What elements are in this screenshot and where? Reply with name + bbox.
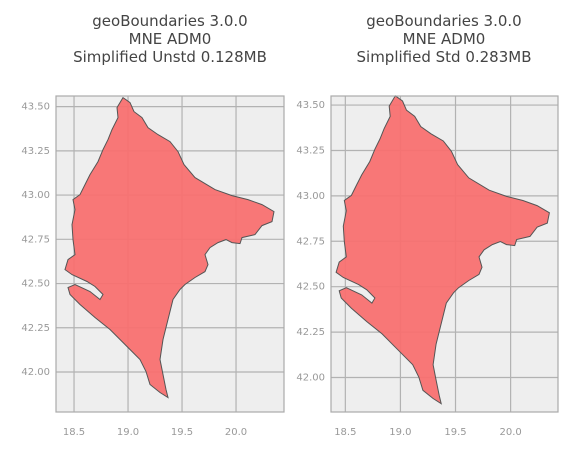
- country-shape: [335, 95, 550, 405]
- y-tick-label: 42.25: [21, 323, 50, 334]
- chart-title: Simplified Std 0.283MB: [357, 48, 532, 66]
- x-tick-label: 20.0: [499, 427, 521, 438]
- y-tick-label: 43.25: [296, 145, 325, 156]
- x-tick-label: 19.5: [171, 427, 193, 438]
- plot-frame: [55, 95, 285, 413]
- x-tick-label: 18.5: [334, 427, 356, 438]
- x-tick-label: 18.5: [63, 427, 85, 438]
- y-tick-label: 42.00: [296, 372, 325, 383]
- y-tick-label: 43.00: [21, 190, 50, 201]
- y-tick-label: 43.00: [296, 191, 325, 202]
- chart-title: Simplified Unstd 0.128MB: [73, 48, 267, 66]
- x-tick-label: 20.0: [225, 427, 247, 438]
- y-tick-label: 42.50: [296, 282, 325, 293]
- y-tick-label: 43.50: [296, 100, 325, 111]
- y-tick-label: 43.25: [21, 146, 50, 157]
- y-tick-label: 42.00: [21, 367, 50, 378]
- x-tick-label: 19.0: [389, 427, 411, 438]
- chart-title: MNE ADM0: [129, 30, 212, 48]
- chart-title: geoBoundaries 3.0.0: [92, 12, 247, 30]
- country-shape: [64, 96, 275, 399]
- chart-title: geoBoundaries 3.0.0: [366, 12, 521, 30]
- plot-frame: [330, 95, 559, 413]
- y-tick-label: 42.25: [296, 327, 325, 338]
- y-tick-label: 42.50: [21, 279, 50, 290]
- y-tick-label: 43.50: [21, 102, 50, 113]
- chart-title: MNE ADM0: [403, 30, 486, 48]
- x-tick-label: 19.0: [117, 427, 139, 438]
- x-tick-label: 19.5: [444, 427, 466, 438]
- y-tick-label: 42.75: [21, 234, 50, 245]
- y-tick-label: 42.75: [296, 236, 325, 247]
